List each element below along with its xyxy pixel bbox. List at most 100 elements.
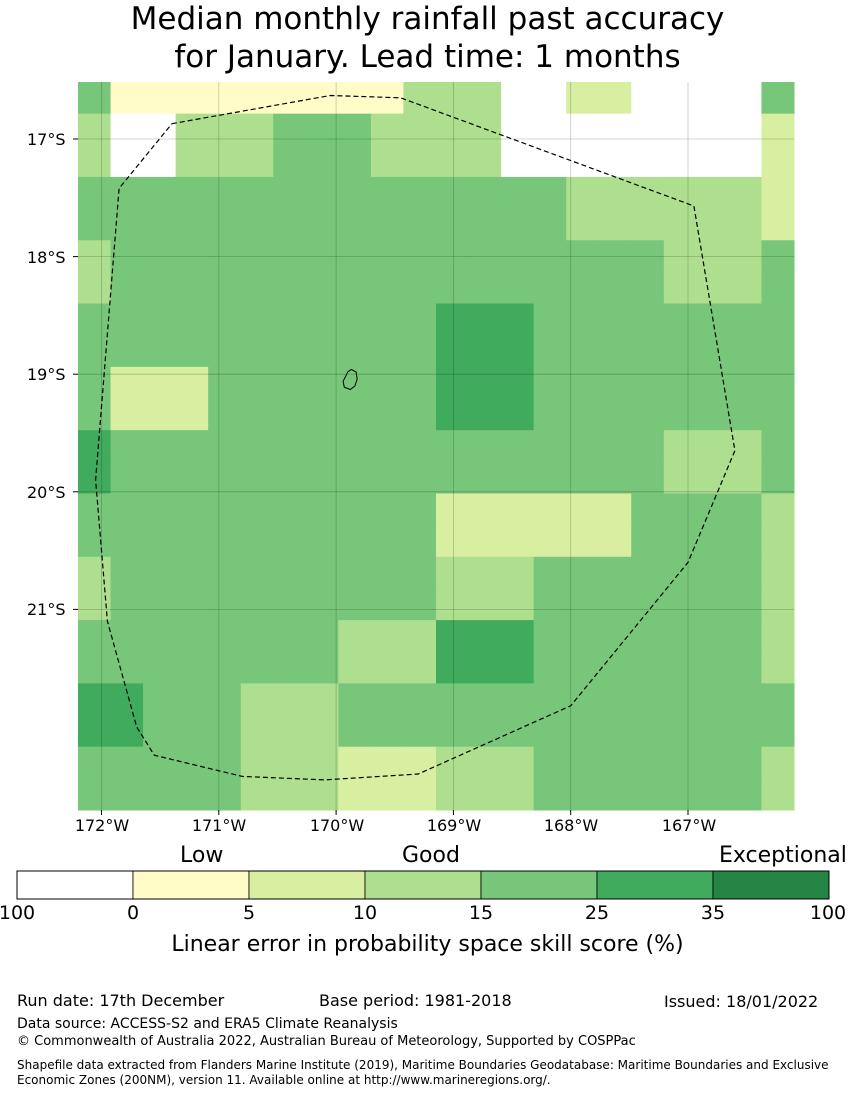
skill-cell xyxy=(370,335,404,368)
skill-cell xyxy=(631,366,665,400)
colorbar-frame xyxy=(16,870,830,900)
skill-cell xyxy=(370,461,404,494)
skill-cell xyxy=(208,461,242,494)
skill-cell xyxy=(143,651,177,684)
skill-cell xyxy=(338,145,372,178)
skill-cell xyxy=(273,525,307,558)
skill-cell xyxy=(78,271,112,305)
skill-cell xyxy=(175,588,209,621)
skill-cell xyxy=(240,461,274,494)
skill-cell xyxy=(566,82,600,115)
skill-cell xyxy=(403,430,437,463)
skill-cell xyxy=(761,303,795,336)
skill-cell xyxy=(533,335,567,368)
skill-cell xyxy=(208,398,242,431)
colorbar xyxy=(16,870,830,900)
skill-cell xyxy=(175,556,209,589)
skill-cell xyxy=(110,113,144,146)
skill-cell xyxy=(175,778,209,811)
skill-cell xyxy=(598,715,632,748)
skill-cell xyxy=(370,430,404,463)
skill-cell xyxy=(501,398,535,431)
skill-cell xyxy=(370,366,404,400)
skill-cell xyxy=(598,366,632,400)
skill-cell xyxy=(761,82,795,115)
skill-cell xyxy=(533,588,567,621)
skill-cell xyxy=(240,746,274,779)
skill-cell xyxy=(566,366,600,400)
skill-cell xyxy=(370,525,404,558)
skill-cell xyxy=(598,588,632,621)
skill-cell xyxy=(631,398,665,431)
skill-cell xyxy=(501,715,535,748)
axis-ticks xyxy=(73,138,689,815)
skill-cell xyxy=(761,145,795,178)
skill-cell xyxy=(305,651,339,684)
skill-cell xyxy=(566,778,600,811)
skill-cell xyxy=(403,525,437,558)
skill-cell xyxy=(338,461,372,494)
skill-cell xyxy=(728,715,762,748)
skill-cell xyxy=(501,525,535,558)
skill-cell xyxy=(338,240,372,273)
skill-cell xyxy=(663,113,697,146)
skill-cell xyxy=(728,240,762,273)
skill-cell xyxy=(728,620,762,653)
skill-cell xyxy=(436,715,470,748)
skill-cell xyxy=(338,208,372,241)
skill-cell xyxy=(110,240,144,273)
skill-cell xyxy=(273,556,307,589)
skill-cell xyxy=(663,335,697,368)
skill-cell xyxy=(143,398,177,431)
skill-cell xyxy=(663,430,697,463)
skill-cell xyxy=(598,398,632,431)
skill-cell xyxy=(728,461,762,494)
skill-cell xyxy=(403,113,437,146)
skill-cell xyxy=(110,271,144,305)
colorbar-segment xyxy=(712,870,830,900)
skill-cell xyxy=(436,461,470,494)
skill-cell xyxy=(696,113,730,146)
skill-cell xyxy=(78,208,112,241)
skill-cell xyxy=(240,778,274,811)
skill-cell xyxy=(696,683,730,716)
skill-cell xyxy=(240,525,274,558)
skill-cell xyxy=(436,303,470,336)
lon-label-168w: 168°W xyxy=(543,816,599,835)
skill-cell xyxy=(631,303,665,336)
skill-cell xyxy=(338,525,372,558)
skill-cell xyxy=(728,303,762,336)
skill-cell xyxy=(175,683,209,716)
skill-cell xyxy=(566,430,600,463)
skill-cell xyxy=(533,778,567,811)
skill-cell xyxy=(208,525,242,558)
skill-cell xyxy=(305,335,339,368)
skill-cell xyxy=(468,82,502,115)
skill-cell xyxy=(338,556,372,589)
skill-cell xyxy=(110,651,144,684)
title-line-1: Median monthly rainfall past accuracy xyxy=(130,1,725,37)
skill-cell xyxy=(696,493,730,526)
skill-cell xyxy=(566,493,600,526)
skill-cell xyxy=(566,556,600,589)
skill-cell xyxy=(78,430,112,463)
skill-cell xyxy=(696,620,730,653)
skill-cell xyxy=(78,145,112,178)
skill-cell xyxy=(696,556,730,589)
skill-cell xyxy=(468,113,502,146)
data-source: Data source: ACCESS-S2 and ERA5 Climate … xyxy=(17,1016,398,1032)
skill-cell xyxy=(761,651,795,684)
skill-cell xyxy=(143,715,177,748)
skill-cell xyxy=(175,113,209,146)
shapefile-credit: Shapefile data extracted from Flanders M… xyxy=(17,1058,829,1087)
skill-cell xyxy=(761,366,795,400)
skill-cell xyxy=(761,683,795,716)
skill-cell xyxy=(370,651,404,684)
skill-cell xyxy=(663,683,697,716)
colorbar-segment xyxy=(16,870,134,900)
skill-cell xyxy=(566,271,600,305)
skill-cell xyxy=(631,271,665,305)
skill-cell xyxy=(305,271,339,305)
skill-cell xyxy=(598,240,632,273)
skill-cell xyxy=(338,493,372,526)
